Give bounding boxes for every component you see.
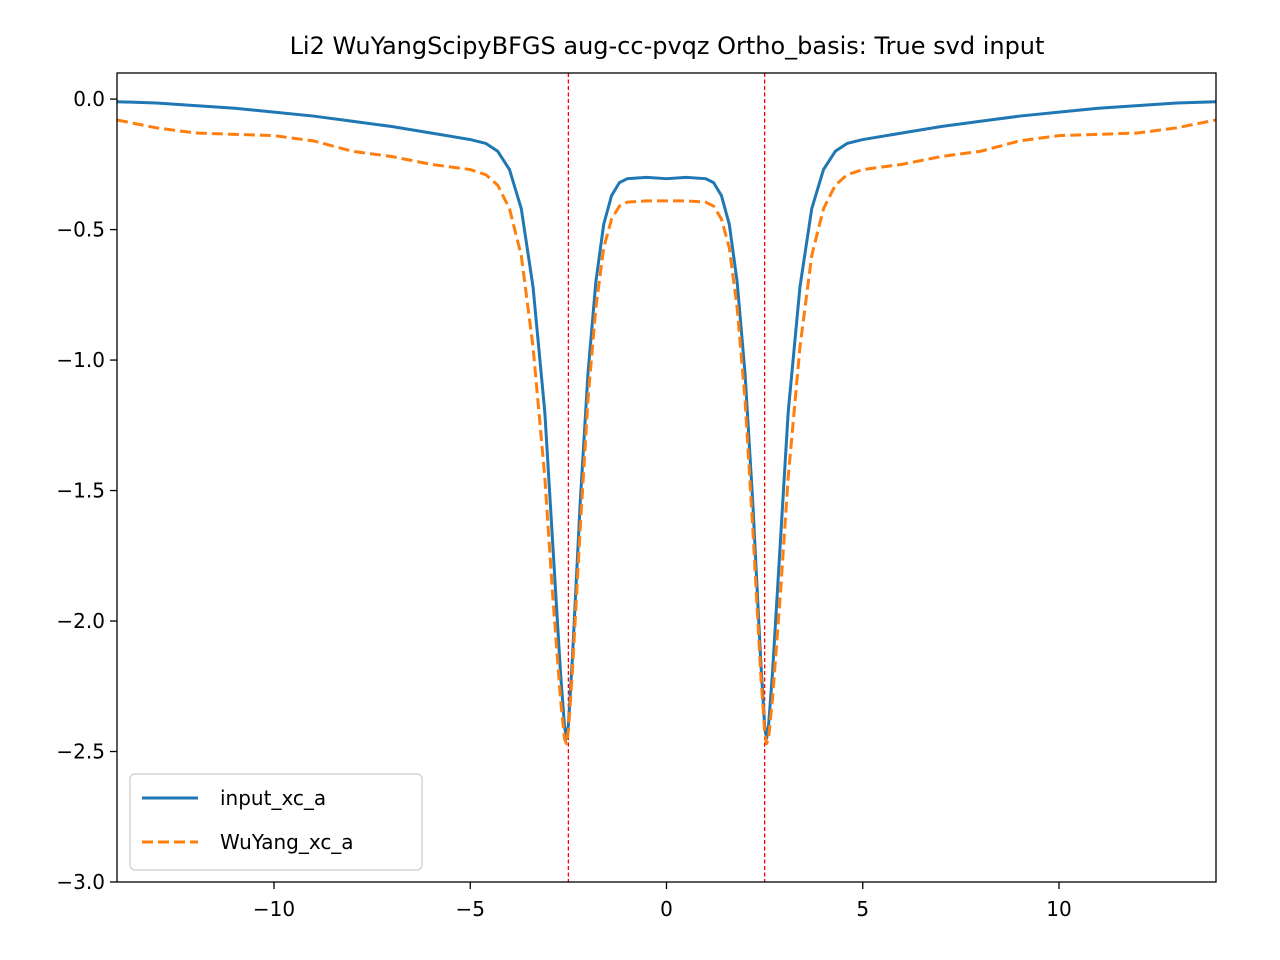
y-axis: 0.0 −0.5 −1.0 −1.5 −2.0 −2.5 −3.0 — [56, 87, 117, 894]
x-tick-label: −10 — [253, 897, 295, 921]
y-tick-label: −3.0 — [56, 870, 105, 894]
chart-title: Li2 WuYangScipyBFGS aug-cc-pvqz Ortho_ba… — [290, 32, 1045, 60]
x-tick-label: 0 — [660, 897, 673, 921]
y-tick-label: −2.5 — [56, 740, 105, 764]
y-tick-label: −1.0 — [56, 348, 105, 372]
y-tick-label: −0.5 — [56, 218, 105, 242]
x-axis: −10 −5 0 5 10 — [253, 882, 1072, 921]
series-line-input-xc-a — [117, 100, 1216, 740]
series-line-wuyang-xc-a — [117, 118, 1216, 746]
x-tick-label: 10 — [1046, 897, 1071, 921]
series-lines — [117, 100, 1216, 746]
legend-box — [129, 773, 423, 871]
x-tick-label: −5 — [456, 897, 485, 921]
legend: input_xc_a WuYang_xc_a — [129, 773, 423, 871]
x-tick-label: 5 — [856, 897, 869, 921]
reference-lines — [567, 73, 766, 882]
y-tick-label: −2.0 — [56, 609, 105, 633]
y-tick-label: −1.5 — [56, 479, 105, 503]
legend-label-wuyang-xc-a: WuYang_xc_a — [220, 830, 354, 854]
legend-label-input-xc-a: input_xc_a — [220, 786, 326, 810]
y-tick-label: 0.0 — [73, 87, 105, 111]
